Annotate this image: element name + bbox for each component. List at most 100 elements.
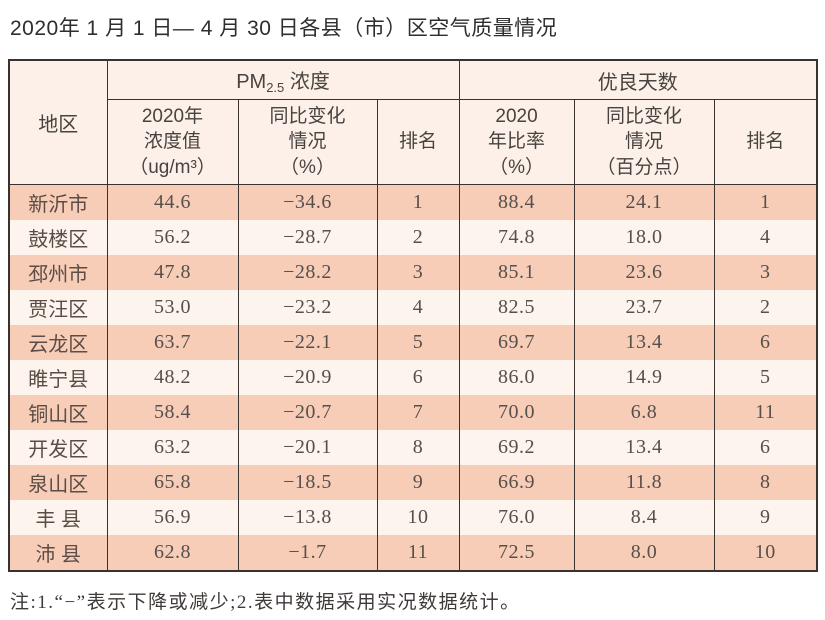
cell-days-ratio: 69.2 — [458, 430, 575, 465]
cell-pm-rank: 1 — [376, 184, 460, 220]
cell-region: 新沂市 — [8, 184, 108, 220]
header-group-row: 地区 PM2.5 浓度 优良天数 — [8, 59, 818, 185]
table-row: 泉山区 65.8 −18.5 9 66.9 11.8 8 — [8, 465, 818, 500]
cell-pm-rank: 5 — [376, 325, 460, 360]
cell-days-ratio: 66.9 — [458, 465, 575, 500]
cell-pm-value: 63.7 — [106, 325, 239, 360]
table-row: 新沂市 44.6 −34.6 1 88.4 24.1 1 — [8, 184, 818, 220]
cell-pm-value: 56.2 — [106, 220, 239, 255]
header-days-group: 优良天数 — [458, 59, 818, 100]
cell-pm-rank: 3 — [376, 255, 460, 290]
cell-days-rank: 1 — [713, 184, 818, 220]
cell-days-change: 24.1 — [573, 184, 715, 220]
header-pm-value: 2020年 浓度值 （ug/m³） — [106, 99, 239, 185]
table-row: 丰 县 56.9 −13.8 10 76.0 8.4 9 — [8, 500, 818, 535]
cell-pm-rank: 6 — [376, 360, 460, 395]
cell-days-ratio: 74.8 — [458, 220, 575, 255]
header-sub-row: 2020年 浓度值 （ug/m³） 同比变化 情况 （%） 排名 2020 年比… — [9, 99, 818, 185]
cell-days-change: 23.6 — [573, 255, 715, 290]
cell-days-change: 11.8 — [573, 465, 715, 500]
cell-days-ratio: 69.7 — [458, 325, 575, 360]
cell-region: 邳州市 — [8, 255, 108, 290]
cell-region: 丰 县 — [8, 500, 108, 535]
table-row: 邳州市 47.8 −28.2 3 85.1 23.6 3 — [8, 255, 818, 290]
table-row: 沛 县 62.8 −1.7 11 72.5 8.0 10 — [8, 535, 818, 571]
cell-pm-change: −1.7 — [237, 535, 378, 571]
cell-days-ratio: 70.0 — [458, 395, 575, 430]
header-region: 地区 — [8, 59, 108, 185]
header-days-change: 同比变化 情况 （百分点） — [573, 99, 715, 185]
header-days-rank: 排名 — [713, 99, 818, 185]
cell-region: 睢宁县 — [8, 360, 108, 395]
cell-days-rank: 9 — [713, 500, 818, 535]
table-row: 鼓楼区 56.2 −28.7 2 74.8 18.0 4 — [8, 220, 818, 255]
table-row: 开发区 63.2 −20.1 8 69.2 13.4 6 — [8, 430, 818, 465]
cell-region: 沛 县 — [8, 535, 108, 571]
pm-group-prefix: PM — [236, 71, 267, 93]
table-row: 铜山区 58.4 −20.7 7 70.0 6.8 11 — [8, 395, 818, 430]
cell-pm-change: −23.2 — [237, 290, 378, 325]
cell-days-ratio: 76.0 — [458, 500, 575, 535]
header-pm-group: PM2.5 浓度 — [106, 59, 460, 100]
cell-pm-change: −28.7 — [237, 220, 378, 255]
cell-pm-change: −20.9 — [237, 360, 378, 395]
cell-days-rank: 8 — [713, 465, 818, 500]
footnote: 注:1.“−”表示下降或减少;2.表中数据采用实况数据统计。 — [10, 592, 521, 613]
cell-pm-value: 53.0 — [106, 290, 239, 325]
cell-region: 云龙区 — [8, 325, 108, 360]
cell-days-rank: 10 — [713, 535, 818, 571]
cell-days-change: 8.4 — [573, 500, 715, 535]
cell-pm-change: −20.1 — [237, 430, 378, 465]
cell-pm-value: 63.2 — [106, 430, 239, 465]
cell-pm-value: 48.2 — [106, 360, 239, 395]
cell-days-change: 23.7 — [573, 290, 715, 325]
cell-pm-value: 44.6 — [106, 184, 239, 220]
pm-group-subscript: 2.5 — [266, 80, 285, 95]
cell-region: 贾汪区 — [8, 290, 108, 325]
cell-pm-rank: 10 — [376, 500, 460, 535]
cell-pm-change: −18.5 — [237, 465, 378, 500]
cell-days-rank: 11 — [713, 395, 818, 430]
table-row: 睢宁县 48.2 −20.9 6 86.0 14.9 5 — [8, 360, 818, 395]
cell-pm-value: 56.9 — [106, 500, 239, 535]
cell-pm-rank: 7 — [376, 395, 460, 430]
header-pm-change: 同比变化 情况 （%） — [237, 99, 378, 185]
cell-pm-rank: 9 — [376, 465, 460, 500]
cell-days-change: 8.0 — [573, 535, 715, 571]
table-row: 云龙区 63.7 −22.1 5 69.7 13.4 6 — [8, 325, 818, 360]
cell-pm-change: −34.6 — [237, 184, 378, 220]
cell-pm-value: 62.8 — [106, 535, 239, 571]
page-title: 2020年 1 月 1 日— 4 月 30 日各县（市）区空气质量情况 — [10, 17, 558, 40]
cell-days-ratio: 72.5 — [458, 535, 575, 571]
cell-days-rank: 5 — [713, 360, 818, 395]
cell-pm-change: −13.8 — [237, 500, 378, 535]
cell-pm-value: 65.8 — [106, 465, 239, 500]
cell-pm-value: 58.4 — [106, 395, 239, 430]
cell-region: 开发区 — [8, 430, 108, 465]
table-body: 新沂市 44.6 −34.6 1 88.4 24.1 1 鼓楼区 56.2 −2… — [8, 184, 818, 571]
air-quality-table: 地区 PM2.5 浓度 优良天数 2020年 浓度值 （ug/m³） 同比变化 … — [8, 59, 819, 572]
cell-days-rank: 6 — [713, 430, 818, 465]
header-days-ratio: 2020 年比率 （%） — [458, 99, 575, 185]
cell-days-ratio: 82.5 — [458, 290, 575, 325]
table-row: 贾汪区 53.0 −23.2 4 82.5 23.7 2 — [8, 290, 818, 325]
cell-days-ratio: 86.0 — [458, 360, 575, 395]
cell-region: 铜山区 — [8, 395, 108, 430]
cell-pm-rank: 4 — [376, 290, 460, 325]
pm-group-suffix: 浓度 — [284, 71, 330, 93]
header-pm-rank: 排名 — [376, 99, 460, 185]
cell-days-change: 18.0 — [573, 220, 715, 255]
cell-days-ratio: 88.4 — [458, 184, 575, 220]
cell-days-ratio: 85.1 — [458, 255, 575, 290]
table-header: 地区 PM2.5 浓度 优良天数 2020年 浓度值 （ug/m³） 同比变化 … — [8, 59, 818, 185]
cell-days-rank: 6 — [713, 325, 818, 360]
cell-pm-change: −20.7 — [237, 395, 378, 430]
cell-pm-change: −22.1 — [237, 325, 378, 360]
cell-region: 泉山区 — [8, 465, 108, 500]
cell-pm-rank: 8 — [376, 430, 460, 465]
cell-days-change: 13.4 — [573, 430, 715, 465]
cell-days-rank: 2 — [713, 290, 818, 325]
cell-region: 鼓楼区 — [8, 220, 108, 255]
cell-pm-rank: 2 — [376, 220, 460, 255]
